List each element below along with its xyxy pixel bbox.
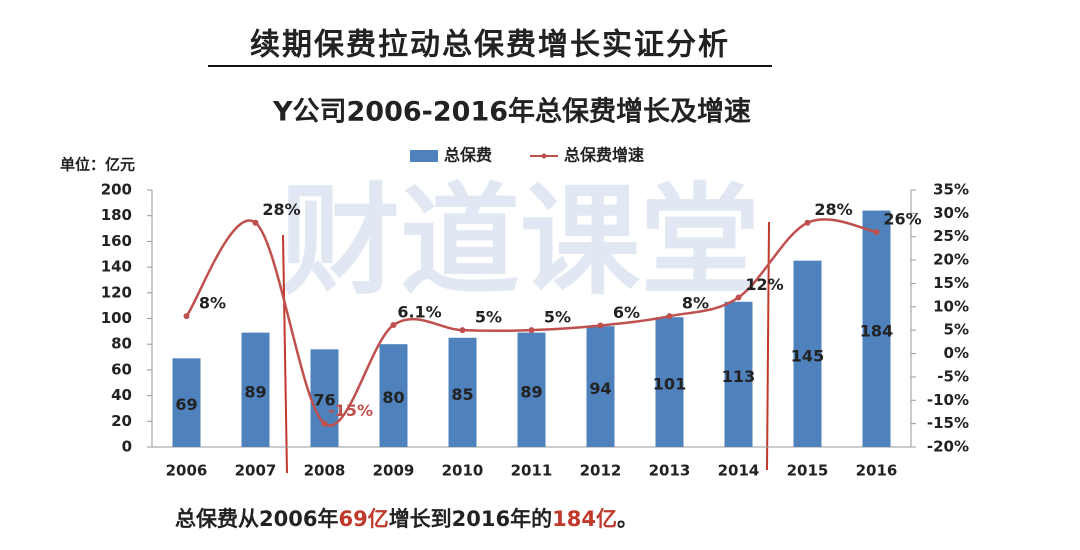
x-tick-label: 2009 [373,462,415,480]
y2-tick-label: -5% [937,367,969,385]
line-marker [873,229,880,236]
bar [862,210,891,447]
legend-marker [541,153,547,159]
y-unit-label: 单位：亿元 [60,156,135,174]
line-marker [459,327,466,334]
footer-text: 总保费从2006年 [175,507,338,531]
y2-tick-label: 10% [933,297,969,315]
line-value-label: 5% [544,308,571,327]
line-value-label: 6.1% [397,303,441,322]
bar-value-label: 89 [520,382,542,401]
line-marker [528,327,535,334]
bar [517,332,546,447]
footer-highlight: 184亿 [552,507,617,531]
line-value-label: 26% [883,210,921,229]
y-tick-label: 180 [101,206,132,224]
bar [310,349,339,447]
y-tick-label: 0 [122,438,132,456]
bar [724,301,753,447]
bar [793,260,822,447]
bar [172,358,201,447]
bar-value-label: 85 [451,385,473,404]
x-tick-label: 2015 [787,462,829,480]
y2-tick-label: 0% [944,344,969,362]
x-tick-label: 2007 [235,462,277,480]
bar-value-label: 113 [722,367,755,386]
x-tick-label: 2014 [718,462,760,480]
line-marker [183,313,190,320]
chart-title: Y公司2006-2016年总保费增长及增速 [272,96,751,128]
line-value-label: 28% [262,200,300,219]
annotation-line [766,221,770,471]
bar [586,326,615,447]
y-tick-label: 60 [111,360,132,378]
y-tick-label: 160 [101,232,132,250]
bar [241,332,270,447]
y2-tick-label: -20% [927,438,969,456]
y-tick-label: 120 [101,283,132,301]
line [185,218,877,427]
bar-value-label: 145 [791,346,824,365]
line-marker [804,219,811,226]
footer-text: 。 [617,507,638,531]
legend-label: 总保费 [444,146,492,165]
x-tick-label: 2016 [856,462,898,480]
bar-value-label: 69 [175,395,197,414]
bar [655,317,684,447]
y-tick-label: 40 [111,386,132,404]
y-tick-label: 20 [111,412,132,430]
bar-value-label: 76 [313,391,335,410]
line-marker [735,294,742,301]
x-tick-label: 2008 [304,462,346,480]
x-tick-label: 2006 [166,462,208,480]
y2-tick-label: 20% [933,251,969,269]
bar-value-label: 89 [244,382,266,401]
y-tick-label: 80 [111,335,132,353]
y2-tick-label: -10% [927,391,969,409]
legend-swatch [410,150,438,162]
line-marker [390,322,397,329]
line-value-label: 28% [814,200,852,219]
y-tick-label: 100 [101,309,132,327]
bar-value-label: 184 [860,321,893,340]
x-tick-label: 2010 [442,462,484,480]
x-tick-label: 2012 [580,462,622,480]
legend-label: 总保费增速 [564,146,644,165]
bar [448,337,477,447]
bar-value-label: 101 [653,375,686,394]
line-value-label: 8% [682,294,709,313]
y2-tick-label: 35% [933,181,969,199]
footer: 总保费从2006年69亿增长到2016年的184亿。 [175,507,638,531]
x-tick-label: 2013 [649,462,691,480]
y2-tick-label: 15% [933,274,969,292]
watermark: 财道课堂 [280,173,760,312]
y2-tick-label: 5% [944,321,969,339]
line-marker [597,322,604,329]
x-tick-label: 2011 [511,462,553,480]
line-value-label: 8% [199,294,226,313]
page-title: 续期保费拉动总保费增长实证分析 [250,28,730,63]
bar-value-label: 94 [589,379,611,398]
y2-tick-label: 30% [933,204,969,222]
line-value-label: 12% [745,275,783,294]
line-value-label: 6% [613,303,640,322]
footer-highlight: 69亿 [338,507,388,531]
footer-text: 增长到2016年的 [389,507,552,531]
bar-value-label: 80 [382,388,404,407]
annotation-line [282,234,288,474]
y2-tick-label: 25% [933,227,969,245]
line-marker [666,313,673,320]
bar [379,344,408,447]
y2-tick-label: -15% [927,414,969,432]
line-marker [321,420,328,427]
line-value-label: -15% [328,401,373,420]
line-value-label: 5% [475,308,502,327]
y-tick-label: 200 [101,181,132,199]
y-tick-label: 140 [101,258,132,276]
line-marker [252,219,259,226]
